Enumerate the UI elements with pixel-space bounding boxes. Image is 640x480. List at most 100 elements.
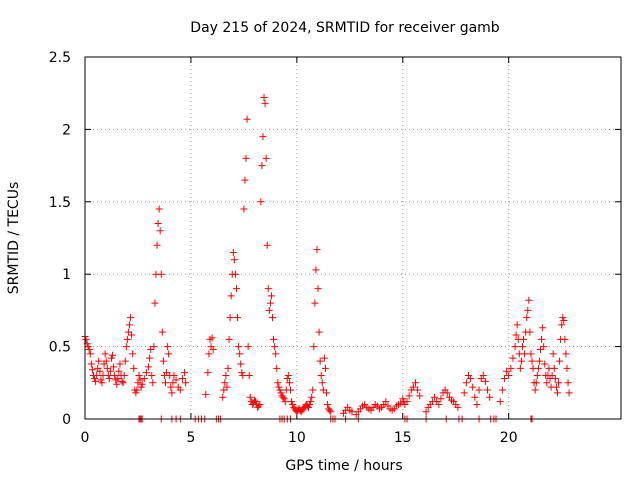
data-point xyxy=(259,133,267,141)
data-point xyxy=(130,364,138,372)
data-point xyxy=(509,354,517,362)
data-point xyxy=(279,393,287,401)
data-point xyxy=(531,386,539,394)
data-point xyxy=(202,390,210,398)
plot-frame xyxy=(84,56,622,420)
data-point xyxy=(505,372,513,380)
y-tick-label: 1 xyxy=(62,267,71,283)
data-point xyxy=(524,306,532,314)
data-point xyxy=(556,357,564,365)
data-point xyxy=(553,389,561,397)
data-point xyxy=(140,374,148,382)
data-point xyxy=(260,94,268,102)
data-point xyxy=(145,363,153,371)
data-point xyxy=(159,357,167,365)
data-point xyxy=(155,205,163,213)
data-point xyxy=(167,383,175,391)
data-point xyxy=(281,398,289,406)
data-point xyxy=(273,364,281,372)
data-point xyxy=(129,350,137,358)
data-point xyxy=(105,374,113,382)
data-point xyxy=(240,205,248,213)
data-point xyxy=(138,380,146,388)
data-point xyxy=(221,379,229,387)
data-point xyxy=(326,406,334,414)
data-point xyxy=(520,335,528,343)
data-point xyxy=(150,343,158,351)
data-point xyxy=(305,403,313,411)
data-point xyxy=(280,395,288,403)
data-point xyxy=(550,364,558,372)
data-point xyxy=(284,372,292,380)
data-point xyxy=(168,389,176,397)
data-point xyxy=(315,328,323,336)
data-point xyxy=(162,379,170,387)
data-point xyxy=(170,372,178,380)
data-point xyxy=(565,389,573,397)
data-point xyxy=(209,345,217,353)
data-point xyxy=(462,379,470,387)
data-point xyxy=(552,383,560,391)
data-point xyxy=(220,386,228,394)
data-point xyxy=(124,328,132,336)
data-point xyxy=(500,374,508,382)
data-point xyxy=(92,377,100,385)
data-point xyxy=(518,343,526,351)
data-point xyxy=(317,372,325,380)
data-point xyxy=(176,386,184,394)
data-point xyxy=(348,408,356,416)
data-point xyxy=(498,386,506,394)
data-point xyxy=(222,372,230,380)
data-point xyxy=(122,343,130,351)
data-point xyxy=(156,227,164,235)
y-tick-label: 2.5 xyxy=(49,50,71,66)
data-point xyxy=(154,220,162,228)
data-point xyxy=(473,401,481,409)
data-point xyxy=(399,395,407,403)
data-point xyxy=(563,364,571,372)
data-point xyxy=(111,372,119,380)
data-point xyxy=(471,393,479,401)
data-point xyxy=(327,408,335,416)
data-point xyxy=(467,374,475,382)
data-point xyxy=(266,299,274,307)
x-axis-label: GPS time / hours xyxy=(285,458,402,474)
data-point xyxy=(238,369,246,377)
data-point xyxy=(541,360,549,368)
x-tick-labels: 0 5 10 15 20 xyxy=(81,430,518,446)
grid-lines xyxy=(84,56,621,420)
data-point xyxy=(219,393,227,401)
data-point xyxy=(503,367,511,375)
data-point xyxy=(239,372,247,380)
data-point xyxy=(306,401,314,409)
data-point xyxy=(535,357,543,365)
data-point xyxy=(486,393,494,401)
x-tick-label: 0 xyxy=(81,430,90,446)
data-point xyxy=(97,376,105,384)
data-point xyxy=(153,241,161,249)
data-point xyxy=(147,345,155,353)
data-point xyxy=(104,372,112,380)
data-point xyxy=(136,376,144,384)
data-point xyxy=(121,357,129,365)
data-point xyxy=(539,324,547,332)
data-point xyxy=(534,364,542,372)
data-point xyxy=(548,372,556,380)
data-point xyxy=(169,379,177,387)
data-point xyxy=(481,377,489,385)
data-point xyxy=(158,328,166,336)
data-point xyxy=(270,335,278,343)
data-point xyxy=(275,383,283,391)
data-point xyxy=(454,403,462,411)
data-point xyxy=(435,401,443,409)
data-point xyxy=(135,372,143,380)
data-point xyxy=(528,357,536,365)
data-point xyxy=(142,369,150,377)
x-tick-label: 10 xyxy=(288,430,306,446)
data-point xyxy=(324,401,332,409)
data-point xyxy=(484,386,492,394)
data-point xyxy=(307,398,315,406)
data-point xyxy=(262,154,270,162)
data-point xyxy=(289,401,297,409)
data-point xyxy=(232,285,240,293)
